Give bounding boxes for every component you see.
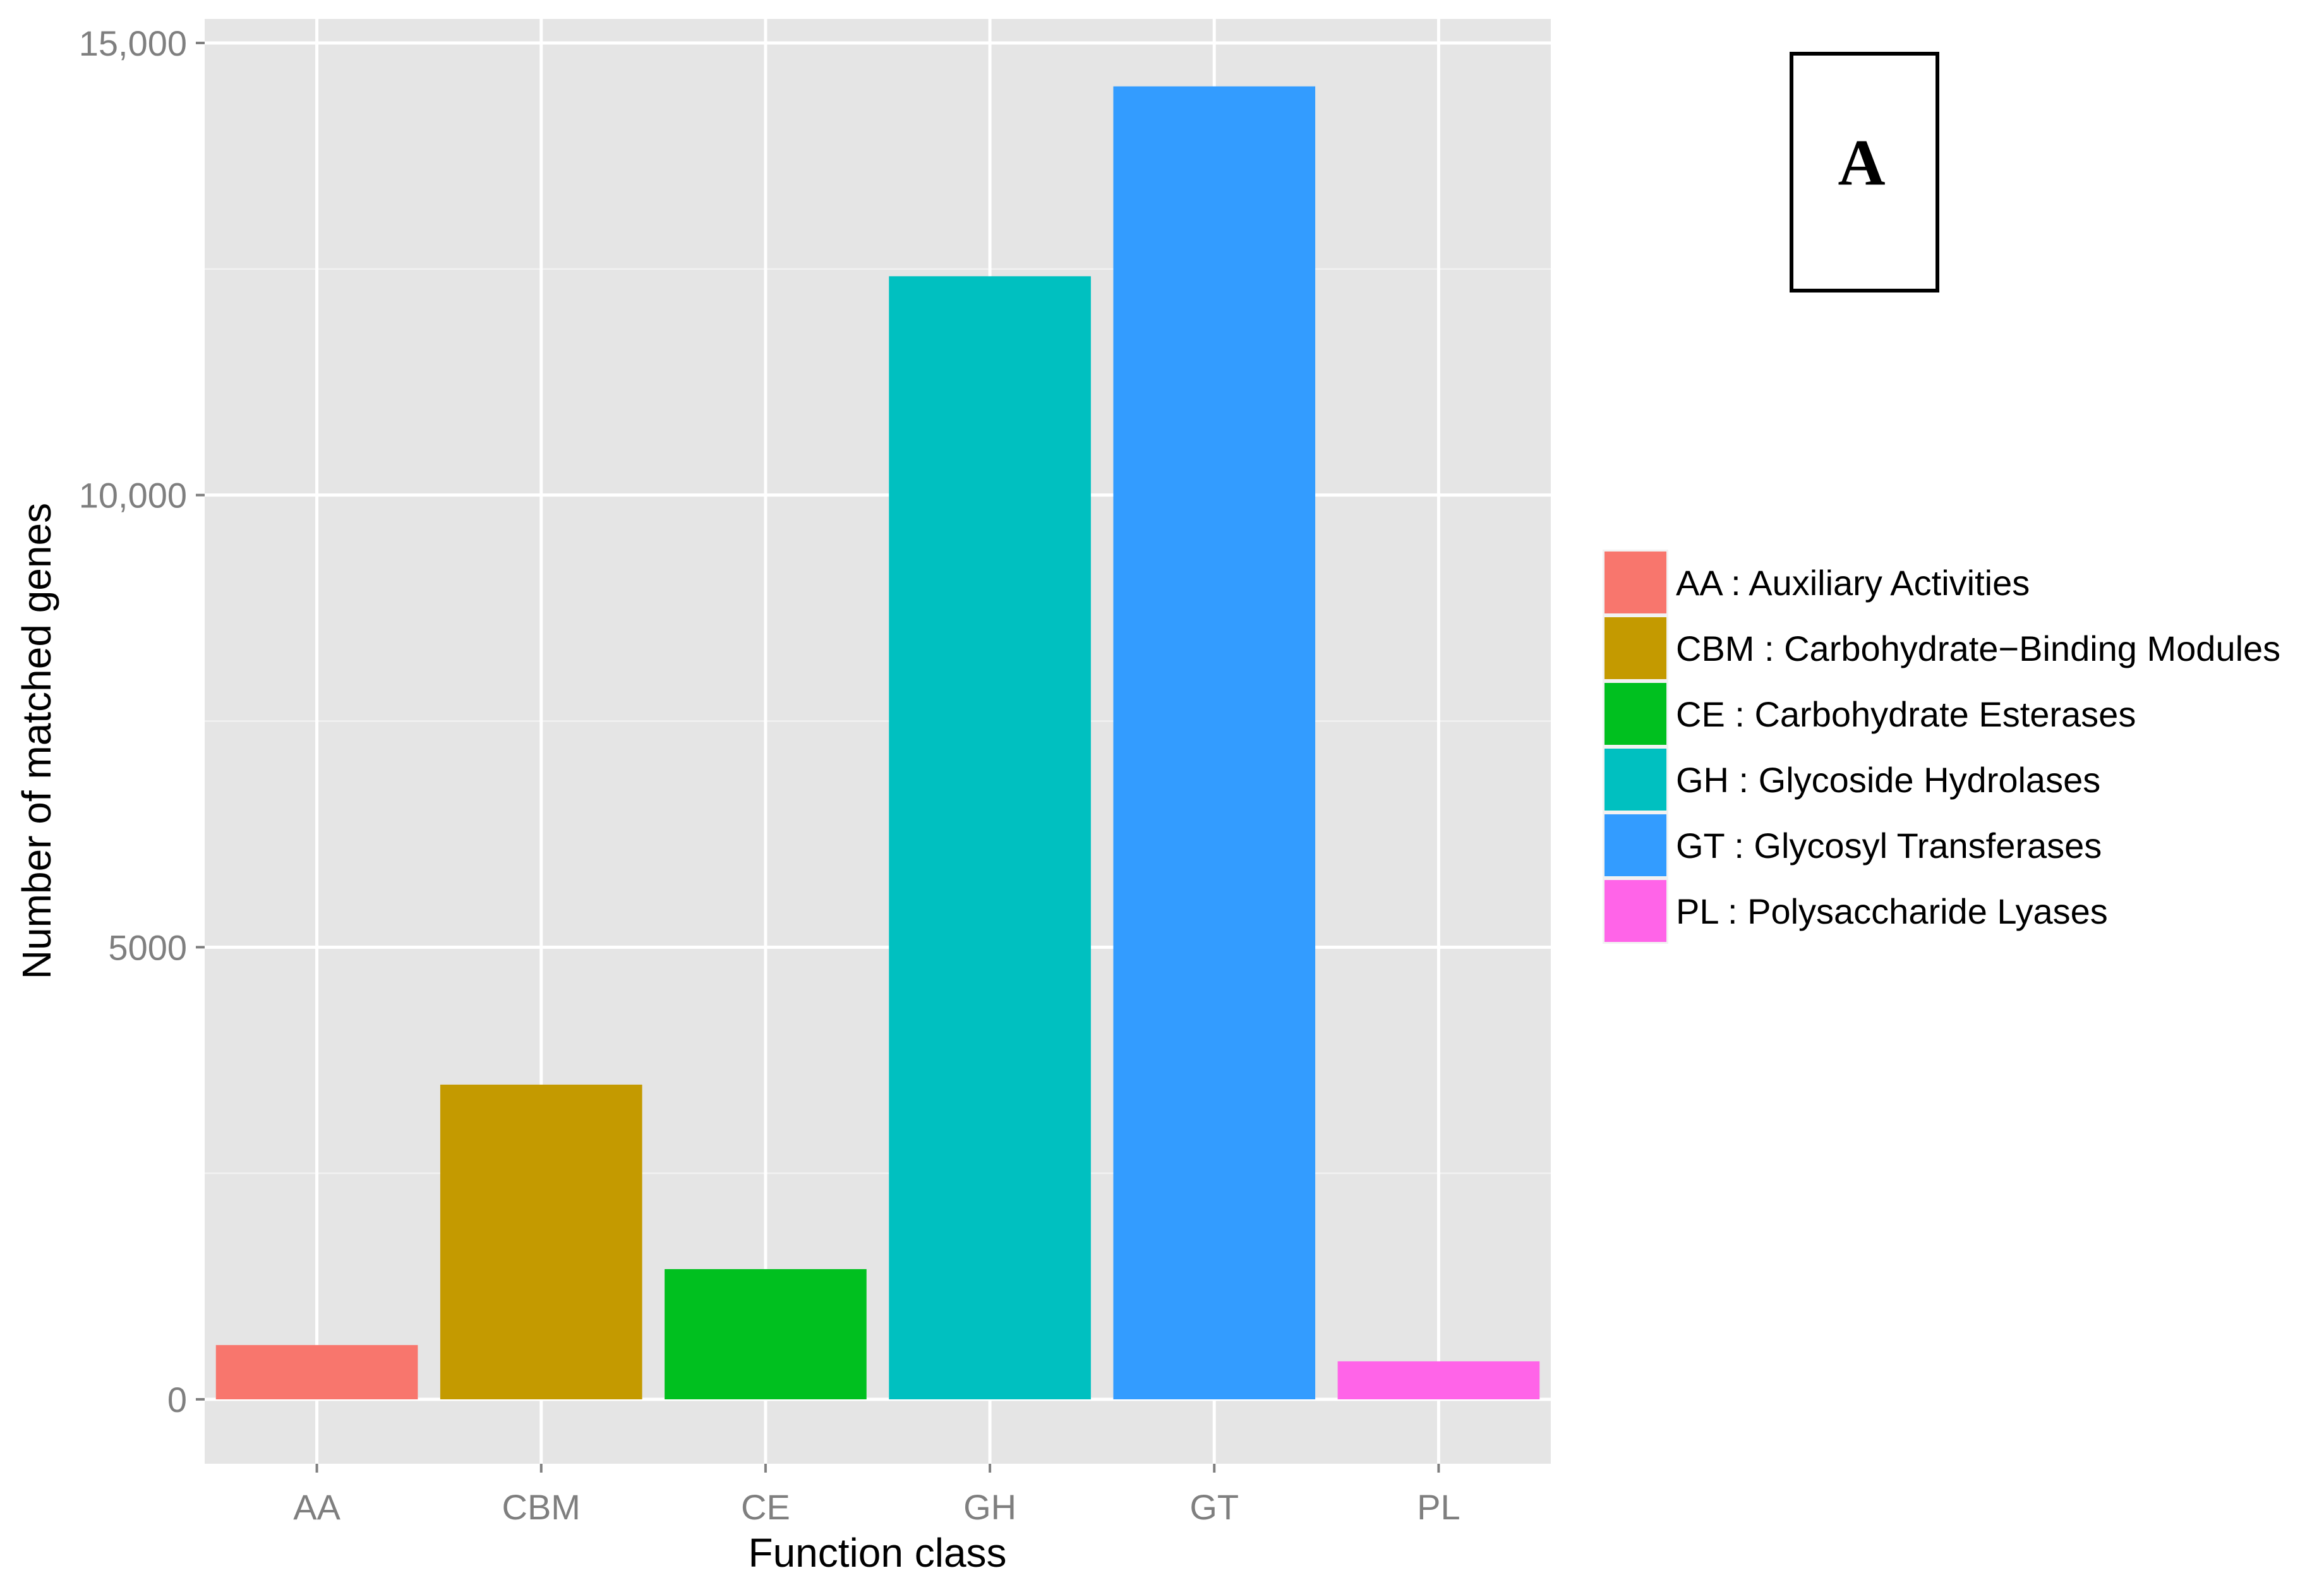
legend: AA : Auxiliary Activities CBM : Carbohydr…	[1603, 550, 2280, 944]
bar-cbm	[440, 1084, 642, 1399]
x-axis-title: Function class	[748, 1530, 1006, 1576]
grid-minor	[205, 268, 1551, 1174]
bars	[215, 86, 1540, 1400]
x-tick-label: CBM	[502, 1487, 581, 1527]
panel-label-box: A	[1790, 52, 1939, 292]
legend-label: CBM : Carbohydrate−Binding Modules	[1676, 629, 2280, 668]
plot-panel	[205, 19, 1551, 1464]
bar-gh	[889, 276, 1091, 1400]
bar-ce	[665, 1269, 867, 1399]
panel-label: A	[1838, 126, 1885, 199]
legend-label: GT : Glycosyl Transferases	[1676, 826, 2102, 865]
y-tick-label: 10,000	[79, 476, 187, 516]
legend-swatch	[1605, 880, 1666, 942]
legend-label: PL : Polysaccharide Lyases	[1676, 891, 2108, 931]
legend-label: GH : Glycoside Hydrolases	[1676, 760, 2100, 800]
y-tick-label: 15,000	[79, 23, 187, 63]
x-tick-label: GT	[1189, 1487, 1239, 1527]
x-tick-label: CE	[741, 1487, 790, 1527]
x-tick-label: AA	[293, 1487, 340, 1527]
y-tick-label: 0	[167, 1380, 187, 1420]
y-axis: 0 5000 10,000 15,000	[79, 23, 205, 1420]
legend-swatch	[1605, 683, 1666, 745]
legend-swatch	[1605, 814, 1666, 876]
legend-label: CE : Carbohydrate Esterases	[1676, 694, 2136, 734]
legend-swatch	[1605, 552, 1666, 613]
bar-aa	[215, 1345, 418, 1399]
legend-label: AA : Auxiliary Activities	[1676, 563, 2030, 603]
y-tick-label: 5000	[108, 927, 187, 967]
bar-gt	[1113, 86, 1316, 1399]
legend-swatch	[1605, 617, 1666, 679]
legend-swatch	[1605, 749, 1666, 811]
x-axis: AA CBM CE GH GT PL	[293, 1464, 1460, 1527]
x-tick-label: PL	[1417, 1487, 1460, 1527]
bar-pl	[1337, 1361, 1540, 1399]
y-axis-title: Number of matched genes	[14, 503, 59, 979]
x-tick-label: GH	[963, 1487, 1016, 1527]
